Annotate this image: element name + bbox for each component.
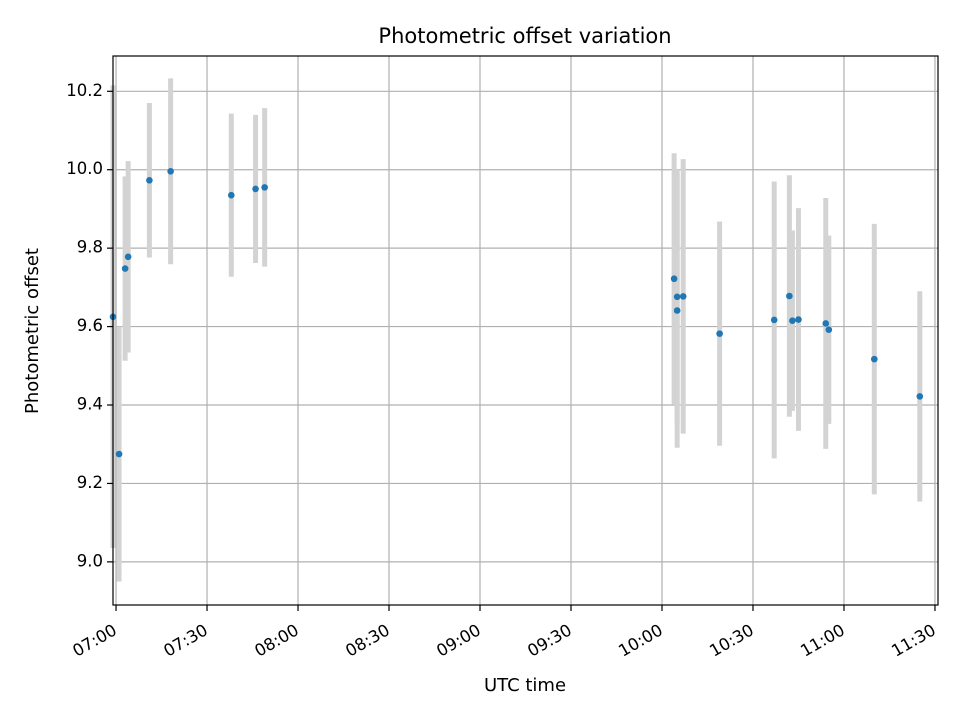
grid-lines bbox=[113, 56, 938, 605]
y-axis-ticks: 9.0 9.2 9.4 9.6 9.8 10.0 10.2 bbox=[66, 81, 113, 570]
data-point bbox=[673, 307, 681, 314]
data-point bbox=[679, 293, 687, 300]
data-point bbox=[146, 177, 153, 184]
y-tick-label: 10.2 bbox=[66, 81, 103, 100]
data-point bbox=[770, 316, 778, 324]
data-point bbox=[670, 275, 678, 283]
y-tick-label: 9.8 bbox=[77, 238, 103, 257]
plot-frame bbox=[112, 55, 939, 606]
y-tick-label: 9.2 bbox=[77, 473, 103, 492]
data-point bbox=[716, 330, 723, 337]
data-point bbox=[121, 265, 129, 272]
data-point bbox=[825, 326, 833, 334]
data-point bbox=[227, 191, 235, 199]
y-tick-label: 9.0 bbox=[77, 551, 103, 570]
data-point bbox=[673, 293, 681, 301]
data-point bbox=[871, 355, 878, 363]
y-tick-label: 10.0 bbox=[66, 159, 103, 178]
data-point bbox=[822, 320, 830, 327]
data-points bbox=[109, 167, 924, 458]
y-tick-label: 9.6 bbox=[77, 316, 103, 335]
data-point bbox=[115, 450, 123, 458]
data-point bbox=[916, 393, 924, 400]
data-point bbox=[124, 253, 132, 261]
chart-title: Photometric offset variation bbox=[378, 24, 671, 48]
data-point bbox=[167, 167, 174, 175]
x-axis-label: UTC time bbox=[484, 675, 566, 696]
data-point bbox=[252, 185, 259, 193]
data-point bbox=[795, 316, 802, 323]
data-point bbox=[261, 184, 268, 191]
data-point bbox=[789, 317, 796, 324]
y-axis-label: Photometric offset bbox=[22, 248, 43, 414]
data-point bbox=[786, 292, 793, 300]
y-tick-label: 9.4 bbox=[77, 395, 103, 414]
